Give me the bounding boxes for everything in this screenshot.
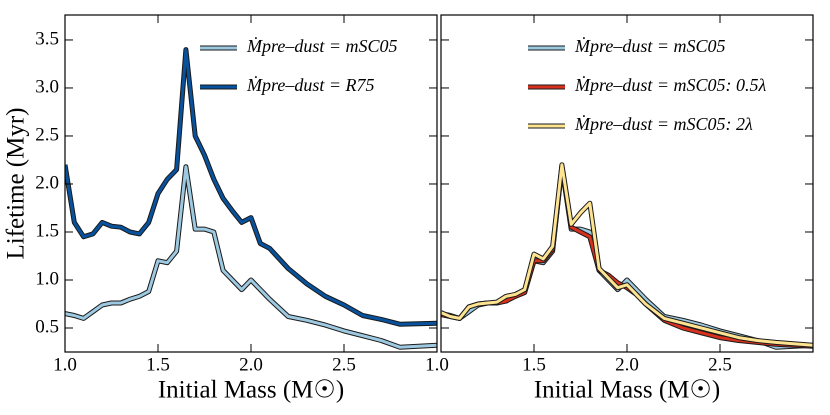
y-tick-label: 3.0 xyxy=(35,76,59,97)
x-axis-label: Initial Mass (M☉) xyxy=(158,377,344,404)
plot-area xyxy=(65,47,437,350)
y-tick-label: 1.0 xyxy=(35,268,59,289)
legend-label: Ṁpre–dust = mSC05: 0.5λ xyxy=(574,75,766,95)
x-tick-label: 1.5 xyxy=(522,354,546,375)
line xyxy=(65,48,437,326)
x-tick-label: 2.5 xyxy=(708,354,732,375)
line-outline xyxy=(441,162,813,348)
x-tick-label: 1.0 xyxy=(53,354,77,375)
x-tick-label: 2.0 xyxy=(239,354,263,375)
x-tick-label: 2.0 xyxy=(615,354,639,375)
x-axis-label: Initial Mass (M☉) xyxy=(534,377,720,404)
x-tick-label: 1.0 xyxy=(425,354,449,375)
line xyxy=(441,163,813,347)
panel: 1.0 1.5 2.0 2.5 0.5 1.0 1.5 2.0 2.5 3.0 3.5 Initial… xyxy=(3,14,438,404)
y-tick-label: 0.5 xyxy=(35,316,59,337)
y-tick-label: 1.5 xyxy=(35,220,59,241)
line xyxy=(441,165,813,349)
legend-label: Ṁpre–dust = mSC05 xyxy=(574,36,725,56)
x-tick-label: 1.5 xyxy=(146,354,170,375)
line-outline xyxy=(441,164,813,349)
plot-area xyxy=(441,162,813,350)
legend-label: Ṁpre–dust = R75 xyxy=(246,75,374,95)
x-tick-label: 2.5 xyxy=(332,354,356,375)
line xyxy=(441,165,813,348)
legend-label: Ṁpre–dust = mSC05: 2λ xyxy=(574,114,753,134)
y-tick-label: 3.5 xyxy=(35,28,59,49)
y-axis-label: Lifetime (Myr) xyxy=(3,107,30,259)
y-tick-label: 2.0 xyxy=(35,172,59,193)
legend-label: Ṁpre–dust = mSC05 xyxy=(246,36,397,56)
line xyxy=(65,165,437,349)
line-outline xyxy=(441,164,813,350)
y-tick-label: 2.5 xyxy=(35,124,59,145)
